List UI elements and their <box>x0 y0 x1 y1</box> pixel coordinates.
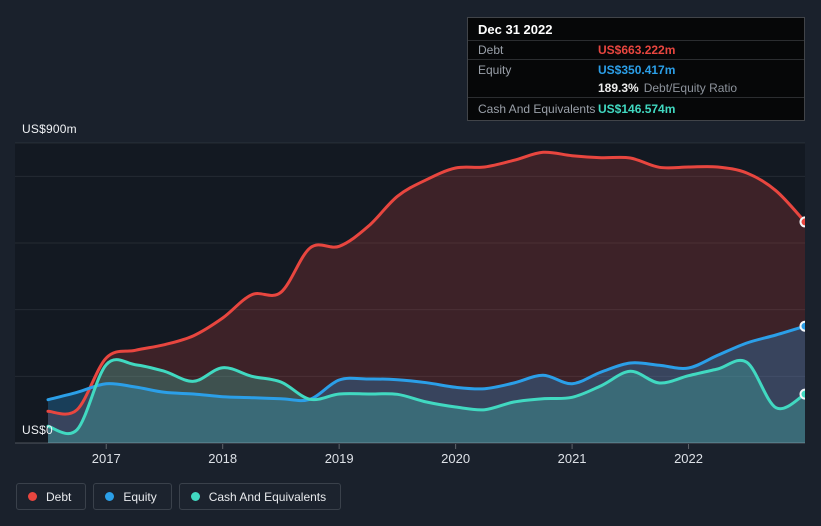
legend-cash-label: Cash And Equivalents <box>208 489 327 504</box>
plot-panel <box>15 143 805 443</box>
chart-legend: Debt Equity Cash And Equivalents <box>16 483 342 510</box>
equity-line <box>46 324 805 403</box>
legend-equity-label: Equity <box>123 489 157 504</box>
debt-line <box>46 150 805 416</box>
tooltip-row-equity: Equity US$350.417m <box>468 60 804 79</box>
debt-equity-history-chart[interactable]: US$900m US$0 2017 2018 2019 2020 2021 2022 <box>15 122 805 465</box>
hover-tooltip: Dec 31 2022 Debt US$663.222m Equity US$3… <box>467 17 805 121</box>
tooltip-ratio-value: 189.3% <box>598 81 639 95</box>
tooltip-debt-value: US$663.222m <box>598 43 676 57</box>
cash-and-equivalents-endpoint-marker <box>799 388 805 400</box>
x-axis-label: 2017 <box>92 451 121 465</box>
cash-and-equivalents-area <box>48 359 805 443</box>
legend-item-equity[interactable]: Equity <box>93 483 172 510</box>
legend-item-cash[interactable]: Cash And Equivalents <box>178 483 342 510</box>
x-axis-label: 2022 <box>674 451 703 465</box>
x-axis-label: 2019 <box>325 451 354 465</box>
equity-endpoint-marker <box>799 320 805 332</box>
y-axis-zero-label: US$0 <box>22 423 53 437</box>
legend-item-debt[interactable]: Debt <box>16 483 87 510</box>
legend-debt-label: Debt <box>46 489 72 504</box>
x-axis-label: 2021 <box>558 451 587 465</box>
tooltip-cash-value: US$146.574m <box>598 102 676 116</box>
cash-and-equivalents-line <box>46 358 805 436</box>
tooltip-equity-label: Equity <box>478 62 512 77</box>
tooltip-row-cash: Cash And Equivalents US$146.574m <box>468 98 804 120</box>
tooltip-row-debt: Debt US$663.222m <box>468 41 804 60</box>
equity-dot-icon <box>105 492 115 501</box>
y-axis-max-label: US$900m <box>22 122 77 136</box>
x-axis-label: 2020 <box>441 451 470 465</box>
tooltip-date: Dec 31 2022 <box>468 18 804 41</box>
debt-endpoint-marker <box>799 216 805 228</box>
equity-area <box>48 326 805 443</box>
debt-dot-icon <box>28 492 37 501</box>
tooltip-equity-value: US$350.417m <box>598 62 676 77</box>
cash-dot-icon <box>190 492 200 501</box>
tooltip-ratio-label: Debt/Equity Ratio <box>643 81 738 95</box>
tooltip-debt-label: Debt <box>478 43 504 57</box>
chart-svg[interactable]: 2017 2018 2019 2020 2021 2022 <box>15 130 805 465</box>
tooltip-row-ratio: 189.3% Debt/Equity Ratio <box>468 79 804 98</box>
x-axis-label: 2018 <box>208 451 237 465</box>
tooltip-cash-label: Cash And Equivalents <box>478 102 596 116</box>
